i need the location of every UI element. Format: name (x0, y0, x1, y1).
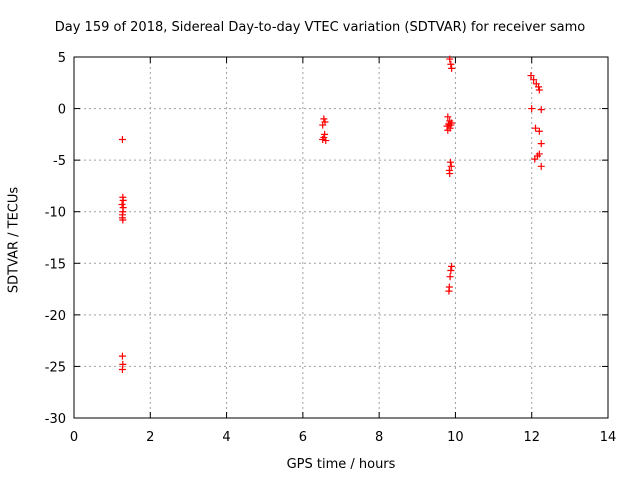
data-point (447, 60, 455, 68)
x-tick-label: 4 (222, 430, 230, 445)
data-point (118, 200, 126, 208)
axis-ticks: 0 2 4 6 8 10 12 14 -30 -25 -20 -15 -10 -5 0 5 (45, 51, 617, 445)
y-tick-label: -15 (45, 257, 66, 272)
data-point (448, 262, 456, 270)
y-tick-label: -25 (45, 360, 66, 375)
data-point (446, 170, 454, 178)
data-point (532, 124, 540, 132)
data-point (535, 86, 543, 94)
plot-frame (73, 56, 609, 419)
data-point (537, 106, 545, 114)
data-point (322, 137, 330, 145)
data-point (319, 121, 327, 129)
data-point (119, 196, 127, 204)
data-point (448, 64, 456, 72)
data-point (527, 72, 535, 80)
chart-title: Day 159 of 2018, Sidereal Day-to-day VTE… (54, 20, 586, 35)
data-point (319, 136, 327, 144)
data-point (118, 366, 126, 374)
data-point (447, 162, 455, 170)
x-axis-label: GPS time / hours (286, 457, 396, 472)
data-point (444, 113, 452, 121)
data-point (119, 216, 127, 224)
data-point (537, 140, 545, 148)
data-point (528, 105, 536, 113)
x-tick-label: 10 (447, 430, 464, 445)
data-point (446, 55, 454, 63)
y-tick-label: 0 (58, 103, 66, 118)
data-point (530, 76, 538, 84)
data-point (321, 130, 329, 138)
x-tick-label: 0 (70, 430, 78, 445)
y-tick-label: -10 (45, 206, 66, 221)
x-tick-label: 6 (299, 430, 307, 445)
data-point (446, 273, 454, 281)
data-point (118, 136, 126, 144)
x-tick-label: 12 (523, 430, 540, 445)
grid-lines (74, 57, 608, 418)
data-point (531, 155, 539, 163)
x-tick-label: 2 (146, 430, 154, 445)
data-point (535, 127, 543, 135)
data-point (446, 158, 454, 166)
x-tick-label: 14 (600, 430, 617, 445)
data-point (447, 121, 455, 129)
data-point (320, 115, 328, 123)
data-point (444, 126, 452, 134)
y-tick-label: -30 (45, 412, 66, 427)
data-point (535, 83, 543, 91)
data-points (118, 55, 545, 374)
data-point (118, 352, 126, 360)
y-tick-label: -5 (53, 154, 66, 169)
y-tick-label: 5 (58, 51, 66, 66)
data-point (447, 267, 455, 275)
data-point (445, 287, 453, 295)
x-tick-label: 8 (375, 430, 383, 445)
y-tick-label: -20 (45, 309, 66, 324)
data-point (537, 162, 545, 170)
